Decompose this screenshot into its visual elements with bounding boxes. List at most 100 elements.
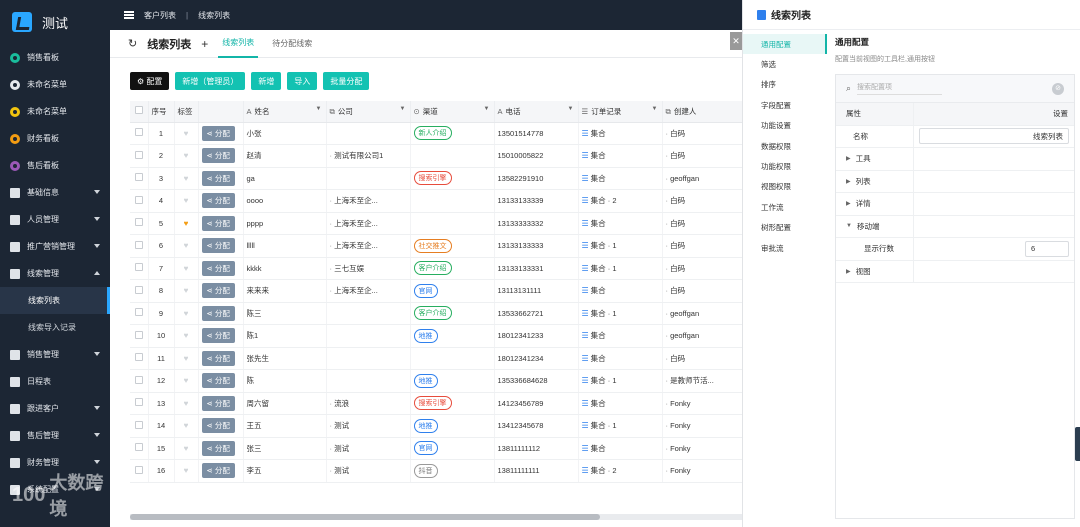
col-company[interactable]: ⧉ 公司 ▼ (326, 101, 411, 123)
table-row[interactable]: 15♥⋖ 分配张三测试官网13811111112☰集合Fonky (130, 437, 742, 460)
sidebar-subitem[interactable]: 线索列表 (0, 287, 110, 314)
cell-order[interactable]: ☰ 集合 · 2 (578, 189, 663, 213)
row-checkbox[interactable] (130, 324, 149, 348)
favorite-icon[interactable]: ♥ (183, 196, 189, 206)
add-admin-button[interactable]: 新增（管理员） (175, 72, 246, 90)
panel-nav-item[interactable]: 通用配置 (743, 34, 827, 55)
col-channel[interactable]: ⊙ 渠道 ▼ (410, 101, 495, 123)
sidebar-item[interactable]: 售后管理 (0, 422, 110, 449)
sidebar-item[interactable]: 售后看板 (0, 152, 110, 179)
row-checkbox[interactable] (130, 414, 149, 438)
company-link[interactable]: 测试 (330, 421, 350, 430)
cell-order[interactable]: ☰ 集合 (578, 437, 663, 460)
sidebar-item[interactable]: 销售看板 (0, 44, 110, 71)
sort-icon[interactable]: ▼ (315, 105, 322, 112)
sort-icon[interactable]: ▼ (483, 105, 490, 112)
row-checkbox[interactable] (130, 347, 149, 370)
row-checkbox[interactable] (130, 122, 149, 145)
sidebar-item[interactable]: 人员管理 (0, 206, 110, 233)
company-link[interactable]: 测试有限公司1 (330, 151, 384, 160)
table-row[interactable]: 2♥⋖ 分配赵清测试有限公司115010005822☰集合白码 (130, 144, 742, 168)
sidebar-item[interactable]: 未命名菜单 (0, 71, 110, 98)
company-link[interactable]: 上海禾至企... (330, 286, 378, 295)
company-link[interactable]: 测试 (330, 444, 350, 453)
refresh-icon[interactable]: ↻ (128, 38, 138, 50)
row-checkbox[interactable] (130, 212, 149, 235)
row-checkbox[interactable] (130, 144, 149, 168)
assign-button[interactable]: ⋖ 分配 (201, 395, 235, 411)
cell-order[interactable]: ☰ 集合 · 1 (578, 369, 663, 393)
creator-link[interactable]: Fonky (666, 421, 691, 430)
table-row[interactable]: 4♥⋖ 分配oooo上海禾至企...13133133339☰集合 · 2白码 (130, 189, 742, 213)
creator-link[interactable]: Fonky (666, 444, 691, 453)
creator-link[interactable]: 白码 (666, 196, 686, 205)
panel-nav-item[interactable]: 数据权限 (761, 141, 791, 151)
creator-link[interactable]: Fonky (666, 399, 691, 408)
row-checkbox[interactable] (130, 369, 149, 393)
sidebar-item[interactable]: 未命名菜单 (0, 98, 110, 125)
row-checkbox[interactable] (130, 257, 149, 280)
horizontal-scrollbar[interactable] (130, 514, 742, 520)
sort-icon[interactable]: ▼ (567, 105, 574, 112)
favorite-icon[interactable]: ♥ (183, 128, 189, 138)
creator-link[interactable]: 白码 (666, 354, 686, 363)
clear-search-icon[interactable]: ⊘ (1052, 83, 1064, 95)
assign-button[interactable]: ⋖ 分配 (201, 283, 235, 299)
config-search-input[interactable]: 搜索配置项 (857, 82, 943, 95)
assign-button[interactable]: ⋖ 分配 (201, 215, 235, 231)
row-checkbox[interactable] (130, 167, 149, 190)
sidebar-item[interactable]: 跟进客户 (0, 395, 110, 422)
property-group-list[interactable]: ▶ 列表 (836, 170, 1074, 193)
company-link[interactable]: 流浪 (330, 399, 350, 408)
creator-link[interactable]: 白码 (666, 286, 686, 295)
rows-input[interactable]: 6 (1025, 240, 1069, 257)
favorite-icon[interactable]: ♥ (183, 421, 189, 431)
company-link[interactable]: 三七互娱 (330, 264, 365, 273)
scrollbar-thumb[interactable] (130, 514, 600, 520)
cell-order[interactable]: ☰ 集合 · 1 (578, 414, 663, 438)
company-link[interactable]: 测试 (330, 466, 350, 475)
sort-icon[interactable]: ▼ (399, 105, 406, 112)
cell-order[interactable]: ☰ 集合 · 1 (578, 234, 663, 258)
sort-icon[interactable]: ▼ (651, 105, 658, 112)
favorite-icon[interactable]: ♥ (183, 218, 189, 228)
assign-button[interactable]: ⋖ 分配 (201, 305, 235, 321)
property-group-detail[interactable]: ▶ 详情 (836, 193, 1074, 216)
row-checkbox[interactable] (130, 459, 149, 483)
cell-order[interactable]: ☰ 集合 (578, 144, 663, 168)
assign-button[interactable]: ⋖ 分配 (201, 463, 235, 479)
creator-link[interactable]: 是教师节活... (666, 376, 714, 385)
cell-order[interactable]: ☰ 集合 (578, 212, 663, 235)
col-phone[interactable]: A 电话 ▼ (494, 101, 579, 123)
panel-nav-item[interactable]: 排序 (761, 80, 776, 90)
assign-button[interactable]: ⋖ 分配 (201, 328, 235, 344)
cell-order[interactable]: ☰ 集合 (578, 392, 663, 415)
panel-nav-item[interactable]: 审批流 (761, 243, 784, 253)
table-row[interactable]: 5♥⋖ 分配pppp上海禾至企...13133333332☰集合白码 (130, 212, 742, 235)
creator-link[interactable]: 白码 (666, 219, 686, 228)
add-view-icon[interactable]: + (201, 36, 209, 51)
assign-button[interactable]: ⋖ 分配 (201, 238, 235, 254)
assign-button[interactable]: ⋖ 分配 (201, 193, 235, 209)
import-button[interactable]: 导入 (287, 72, 318, 90)
creator-link[interactable]: 白码 (666, 264, 686, 273)
cell-order[interactable]: ☰ 集合 (578, 347, 663, 370)
favorite-icon[interactable]: ♥ (183, 331, 189, 341)
select-all-checkbox[interactable] (130, 101, 149, 123)
company-link[interactable]: 上海禾至企... (330, 219, 378, 228)
favorite-icon[interactable]: ♥ (183, 308, 189, 318)
company-link[interactable]: 上海禾至企... (330, 196, 378, 205)
row-checkbox[interactable] (130, 189, 149, 213)
row-checkbox[interactable] (130, 302, 149, 325)
row-checkbox[interactable] (130, 279, 149, 303)
favorite-icon[interactable]: ♥ (183, 151, 189, 161)
cell-order[interactable]: ☰ 集合 (578, 324, 663, 348)
app-logo[interactable]: 测试 (0, 0, 110, 44)
creator-link[interactable]: geoffgan (666, 331, 700, 340)
favorite-icon[interactable]: ♥ (183, 466, 189, 476)
sidebar-item[interactable]: 财务管理 (0, 449, 110, 476)
cell-order[interactable]: ☰ 集合 (578, 279, 663, 303)
